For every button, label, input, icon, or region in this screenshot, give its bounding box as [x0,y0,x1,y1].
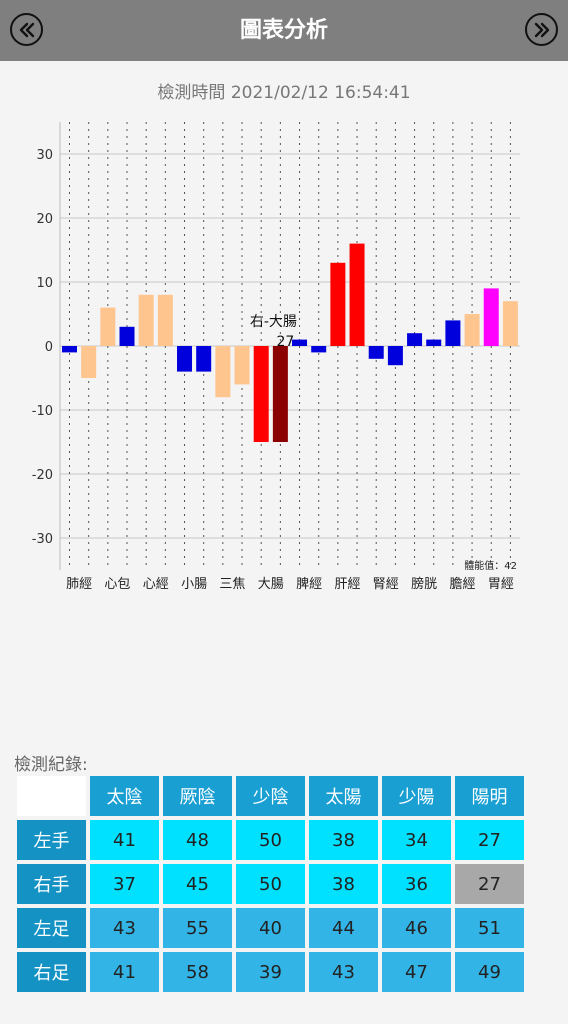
column-header: 少陽 [382,776,451,816]
x-tick-label: 心經 [143,577,169,592]
prev-button[interactable] [10,13,43,46]
chart-bar [330,262,346,346]
x-tick-label: 心包 [104,577,130,592]
column-header: 太陽 [309,776,378,816]
chart-bar [387,346,403,366]
y-tick-label: 0 [45,340,53,355]
table-cell: 34 [382,820,451,860]
column-header: 少陰 [236,776,305,816]
table-cell: 41 [90,952,159,992]
chart-bar [349,243,365,346]
table-cell: 38 [309,820,378,860]
chart-bar [215,346,231,398]
test-time-label: 檢測時間 2021/02/12 16:54:41 [157,83,411,103]
chart-bar [157,294,173,346]
table-cell: 58 [163,952,232,992]
records-header-row: 太陰 厥陰 少陰 太陽 少陽 陽明 [17,776,524,816]
chart-bar [81,346,97,378]
table-cell: 41 [90,820,159,860]
x-tick-label: 肺經 [66,577,92,592]
table-row: 左足 43 55 40 44 46 51 [17,908,524,948]
chart-bar [311,346,327,353]
chart-bar [196,346,212,372]
row-header: 右足 [17,952,86,992]
stamina-note: 體能值：42 [464,559,517,572]
x-tick-label: 脾經 [296,577,322,592]
records-label: 檢測紀錄: [14,755,88,775]
chart-bar [426,339,442,346]
x-tick-label: 三焦 [219,577,245,592]
table-row: 左手 41 48 50 38 34 27 [17,820,524,860]
table-cell: 44 [309,908,378,948]
highlight-value: 27 [276,334,294,350]
x-tick-label: 肝經 [334,577,360,592]
x-tick-label: 腎經 [373,577,399,592]
table-cell: 36 [382,864,451,904]
table-cell: 47 [382,952,451,992]
table-cell: 50 [236,864,305,904]
table-cell: 43 [90,908,159,948]
x-tick-label: 膀胱 [411,576,437,592]
x-tick-label: 胃經 [488,577,514,592]
table-cell-highlight: 27 [455,864,524,904]
meridian-bar-chart[interactable]: -30 -20 -10 0 10 20 30 肺經 心包 心經 小腸 三焦 大腸 脾經 肝經 腎經 膀胱 膽經 胃經… [0,110,568,600]
table-cell: 48 [163,820,232,860]
table-cell: 43 [309,952,378,992]
chart-bar [100,307,116,346]
table-cell: 38 [309,864,378,904]
chart-bar [407,333,423,346]
table-cell: 55 [163,908,232,948]
chart-bar [502,301,518,346]
records-table: 太陰 厥陰 少陰 太陽 少陽 陽明 左手 41 48 50 38 34 27 右… [13,772,528,996]
table-cell: 39 [236,952,305,992]
records-corner-cell [17,776,86,816]
chart-bar [62,346,77,353]
chart-bar [138,294,154,346]
table-cell: 51 [455,908,524,948]
highlight-label: 右-大腸 [250,314,297,330]
table-cell: 46 [382,908,451,948]
table-cell: 50 [236,820,305,860]
table-row: 右手 37 45 50 38 36 27 [17,864,524,904]
chart-bar [119,326,135,346]
table-cell: 40 [236,908,305,948]
double-chevron-left-icon [19,22,34,37]
row-header: 左足 [17,908,86,948]
chart-bar [464,314,480,346]
y-tick-label: -30 [32,532,53,547]
y-tick-label: 20 [36,212,53,227]
table-cell: 49 [455,952,524,992]
column-header: 太陰 [90,776,159,816]
chart-bar [253,346,269,442]
x-tick-label: 膽經 [449,577,475,592]
header-bar: 圖表分析 [0,0,568,61]
table-cell: 27 [455,820,524,860]
chart-bar [445,320,461,346]
row-header: 左手 [17,820,86,860]
double-chevron-right-icon [534,22,549,37]
x-tick-label: 小腸 [181,577,207,592]
chart-bar [292,339,308,346]
table-cell: 45 [163,864,232,904]
chart-bar [177,346,193,372]
y-tick-label: 10 [36,276,53,291]
y-tick-label: -20 [32,468,53,483]
column-header: 厥陰 [163,776,232,816]
table-row: 右足 41 58 39 43 47 49 [17,952,524,992]
chart-bar [272,346,288,442]
chart-bar [234,346,250,385]
page-title: 圖表分析 [239,18,328,43]
row-header: 右手 [17,864,86,904]
next-button[interactable] [525,13,558,46]
column-header: 陽明 [455,776,524,816]
table-cell: 37 [90,864,159,904]
chart-bar [483,288,499,346]
x-tick-label: 大腸 [258,577,284,592]
y-tick-label: 30 [36,148,53,163]
y-tick-label: -10 [32,404,53,419]
chart-bar [368,346,384,359]
